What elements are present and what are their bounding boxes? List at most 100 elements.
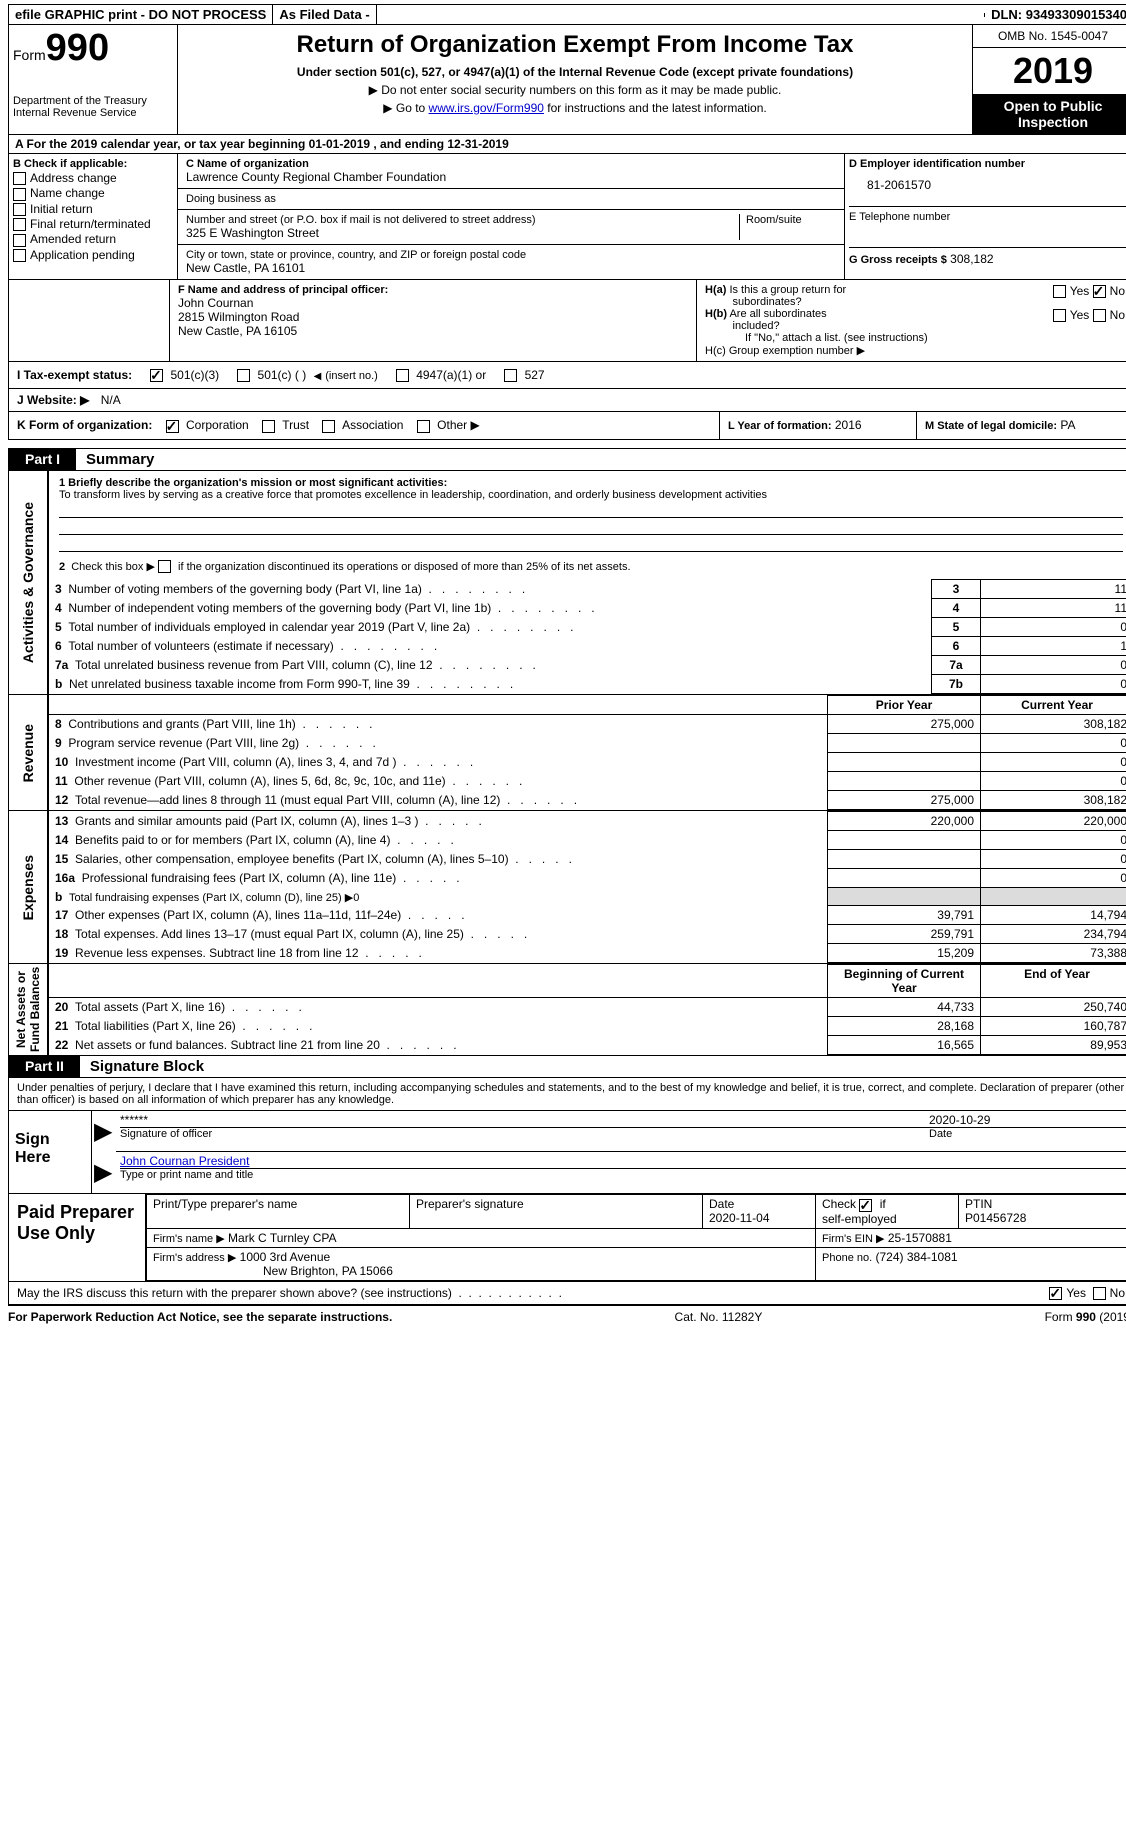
dln: DLN: 93493309015340 — [985, 5, 1126, 24]
side-ag: Activities & Governance — [20, 502, 36, 663]
part-i-exp: Expenses 13 Grants and similar amounts p… — [8, 811, 1126, 964]
4947-chk[interactable] — [396, 369, 409, 382]
discontinued-chk[interactable] — [158, 560, 171, 573]
trust-chk[interactable] — [262, 420, 275, 433]
colb-chk[interactable] — [13, 188, 26, 201]
part-i-na: Net Assets or Fund Balances Beginning of… — [8, 964, 1126, 1056]
table-row: 10 Investment income (Part VIII, column … — [49, 753, 1126, 772]
table-row: 8 Contributions and grants (Part VIII, l… — [49, 715, 1126, 734]
table-row: 13 Grants and similar amounts paid (Part… — [49, 812, 1126, 831]
table-row: 3 Number of voting members of the govern… — [49, 580, 1126, 599]
fh-row: F Name and address of principal officer:… — [8, 280, 1126, 362]
table-row: b Total fundraising expenses (Part IX, c… — [49, 888, 1126, 906]
discuss-yes-chk[interactable] — [1049, 1287, 1062, 1300]
prep-table: Print/Type preparer's name Preparer's si… — [146, 1194, 1126, 1280]
side-rev: Revenue — [20, 724, 36, 782]
colb-item: Initial return — [13, 202, 173, 216]
colb-item: Amended return — [13, 232, 173, 246]
col-f: F Name and address of principal officer:… — [170, 280, 697, 361]
col-h: H(a) Is this a group return for subordin… — [697, 280, 1126, 361]
colb-chk[interactable] — [13, 203, 26, 216]
ag-table: 3 Number of voting members of the govern… — [49, 579, 1126, 694]
officer-name-link[interactable]: John Cournan President — [120, 1154, 249, 1168]
ha-no-chk[interactable] — [1093, 285, 1106, 298]
footer: For Paperwork Reduction Act Notice, see … — [8, 1305, 1126, 1324]
colb-chk[interactable] — [13, 234, 26, 247]
table-row: 20 Total assets (Part X, line 16) . . . … — [49, 998, 1126, 1017]
table-row: 19 Revenue less expenses. Subtract line … — [49, 944, 1126, 963]
paid-preparer: Paid Preparer Use Only Print/Type prepar… — [8, 1194, 1126, 1281]
ein-val: 81-2061570 — [867, 178, 1126, 192]
discuss-row: May the IRS discuss this return with the… — [8, 1282, 1126, 1305]
form-subtitle: Under section 501(c), 527, or 4947(a)(1)… — [186, 65, 964, 79]
info-line-1: ▶ Do not enter social security numbers o… — [186, 83, 964, 97]
open-to-public: Open to Public Inspection — [973, 94, 1126, 134]
header-center: Return of Organization Exempt From Incom… — [178, 25, 972, 134]
col-b-header: B Check if applicable: — [13, 158, 173, 170]
table-header: Prior YearCurrent Year — [49, 696, 1126, 715]
form-title: Return of Organization Exempt From Incom… — [186, 31, 964, 59]
form-number: 990 — [46, 27, 109, 69]
table-row: 17 Other expenses (Part IX, column (A), … — [49, 906, 1126, 925]
part-i-ag: Activities & Governance 1 Briefly descri… — [8, 471, 1126, 696]
other-chk[interactable] — [417, 420, 430, 433]
table-row: 12 Total revenue—add lines 8 through 11 … — [49, 791, 1126, 810]
table-row: 9 Program service revenue (Part VIII, li… — [49, 734, 1126, 753]
discuss-no-chk[interactable] — [1093, 1287, 1106, 1300]
header: Form990 Department of the Treasury Inter… — [8, 25, 1126, 135]
self-emp-chk[interactable] — [859, 1199, 872, 1212]
501c3-chk[interactable] — [150, 369, 163, 382]
colb-item: Name change — [13, 186, 173, 200]
part-i-rev: Revenue Prior YearCurrent Year8 Contribu… — [8, 695, 1126, 811]
table-row: 14 Benefits paid to or for members (Part… — [49, 831, 1126, 850]
colb-item: Final return/terminated — [13, 217, 173, 231]
na-table: Beginning of Current YearEnd of Year20 T… — [49, 964, 1126, 1055]
table-row: 18 Total expenses. Add lines 13–17 (must… — [49, 925, 1126, 944]
part-i-header: Part I Summary — [8, 448, 1126, 471]
table-row: 22 Net assets or fund balances. Subtract… — [49, 1036, 1126, 1055]
colb-chk[interactable] — [13, 249, 26, 262]
irs-link[interactable]: www.irs.gov/Form990 — [429, 101, 544, 115]
corp-chk[interactable] — [166, 420, 179, 433]
527-chk[interactable] — [504, 369, 517, 382]
table-row: 16a Professional fundraising fees (Part … — [49, 869, 1126, 888]
dept-line-1: Department of the Treasury — [13, 95, 173, 107]
ha-yes-chk[interactable] — [1053, 285, 1066, 298]
part-ii-header: Part II Signature Block — [8, 1056, 1126, 1078]
rev-table: Prior YearCurrent Year8 Contributions an… — [49, 695, 1126, 810]
colb-item: Application pending — [13, 248, 173, 262]
hb-yes-chk[interactable] — [1053, 309, 1066, 322]
table-row: 4 Number of independent voting members o… — [49, 599, 1126, 618]
assoc-chk[interactable] — [322, 420, 335, 433]
section-a: A For the 2019 calendar year, or tax yea… — [8, 135, 1126, 154]
line-i: I Tax-exempt status: 501(c)(3) 501(c) ( … — [8, 362, 1126, 389]
side-na: Net Assets or Fund Balances — [14, 964, 42, 1055]
header-left: Form990 Department of the Treasury Inter… — [9, 25, 178, 134]
table-row: b Net unrelated business taxable income … — [49, 675, 1126, 694]
side-exp: Expenses — [20, 855, 36, 920]
omb: OMB No. 1545-0047 — [973, 25, 1126, 48]
line-k: K Form of organization: Corporation Trus… — [8, 412, 1126, 439]
form-word: Form — [13, 47, 46, 63]
colb-item: Address change — [13, 171, 173, 185]
efile-label: efile GRAPHIC print - DO NOT PROCESS — [9, 5, 273, 24]
topbar: efile GRAPHIC print - DO NOT PROCESS As … — [8, 4, 1126, 25]
dba-row: Doing business as — [178, 189, 844, 210]
line-j: J Website: ▶ N/A — [8, 389, 1126, 412]
city-row: City or town, state or province, country… — [178, 245, 844, 279]
colb-chk[interactable] — [13, 218, 26, 231]
tax-year: 2019 — [973, 48, 1126, 94]
table-row: 21 Total liabilities (Part X, line 26) .… — [49, 1017, 1126, 1036]
bcd-grid: B Check if applicable: Address changeNam… — [8, 154, 1126, 280]
sign-here: Sign Here ▶ ****** 2020-10-29 Signature … — [8, 1111, 1126, 1194]
table-row: 6 Total number of volunteers (estimate i… — [49, 637, 1126, 656]
colb-chk[interactable] — [13, 172, 26, 185]
hb-no-chk[interactable] — [1093, 309, 1106, 322]
table-row: 5 Total number of individuals employed i… — [49, 618, 1126, 637]
topbar-fill — [377, 13, 985, 17]
header-right: OMB No. 1545-0047 2019 Open to Public In… — [972, 25, 1126, 134]
street-row: Number and street (or P.O. box if mail i… — [178, 210, 844, 245]
org-name-row: C Name of organization Lawrence County R… — [178, 154, 844, 189]
exp-table: 13 Grants and similar amounts paid (Part… — [49, 811, 1126, 963]
501c-chk[interactable] — [237, 369, 250, 382]
